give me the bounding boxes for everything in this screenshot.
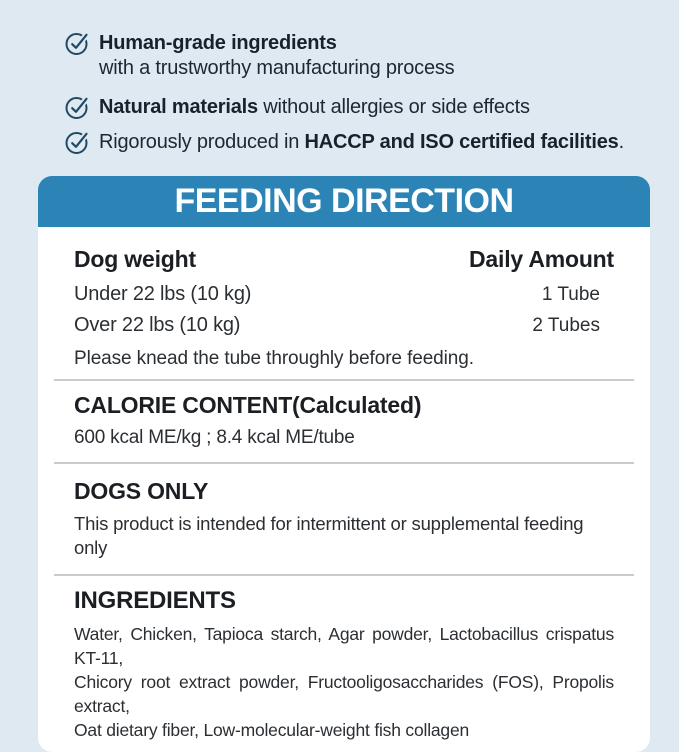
ingredients-line: Chicory root extract powder, Fructooligo… bbox=[74, 672, 614, 716]
dog-weight-value: Under 22 lbs (10 kg) bbox=[74, 283, 252, 305]
dog-weight-value: Over 22 lbs (10 kg) bbox=[74, 314, 241, 336]
card-title: FEEDING DIRECTION bbox=[174, 182, 514, 220]
daily-amount-value: 2 Tubes bbox=[532, 315, 600, 336]
benefit-regular-text: . bbox=[618, 131, 625, 153]
daily-amount-value: 1 Tube bbox=[541, 284, 600, 305]
benefit-regular-text: Rigorously produced in bbox=[99, 131, 305, 153]
benefit-item-certified: Rigorously produced in HACCP and ISO cer… bbox=[64, 130, 655, 156]
section-divider bbox=[54, 462, 634, 464]
benefit-bold-text: HACCP and ISO certified facilities bbox=[304, 131, 619, 153]
dogs-only-section: DOGS ONLY This product is intended for i… bbox=[38, 464, 650, 574]
benefit-text: Natural materials without allergies or s… bbox=[99, 95, 530, 120]
feeding-table-header-row: Dog weight Daily Amount bbox=[74, 245, 614, 273]
table-row: Under 22 lbs (10 kg) 1 Tube bbox=[74, 282, 614, 307]
calorie-heading: CALORIE CONTENT(Calculated) bbox=[74, 392, 422, 418]
card-header: FEEDING DIRECTION bbox=[38, 176, 650, 227]
benefit-text: Rigorously produced in HACCP and ISO cer… bbox=[99, 130, 624, 155]
calorie-content-section: CALORIE CONTENT(Calculated) 600 kcal ME/… bbox=[38, 381, 650, 462]
benefit-item-human-grade: Human-grade ingredients with a trustwort… bbox=[64, 31, 655, 81]
benefits-list: Human-grade ingredients with a trustwort… bbox=[0, 0, 679, 156]
column-header-daily-amount: Daily Amount bbox=[469, 246, 614, 272]
section-divider bbox=[54, 379, 634, 381]
check-circle-icon bbox=[64, 129, 91, 156]
feeding-direction-card: FEEDING DIRECTION Dog weight Daily Amoun… bbox=[38, 176, 650, 752]
dogs-only-text: This product is intended for intermitten… bbox=[74, 513, 584, 558]
ingredients-line: Oat dietary fiber, Low-molecular-weight … bbox=[74, 720, 470, 740]
check-circle-icon bbox=[64, 30, 91, 57]
ingredients-heading: INGREDIENTS bbox=[74, 587, 236, 614]
benefit-text: Human-grade ingredients with a trustwort… bbox=[99, 31, 455, 81]
ingredients-line: Water, Chicken, Tapioca starch, Agar pow… bbox=[74, 624, 614, 668]
table-row: Over 22 lbs (10 kg) 2 Tubes bbox=[74, 313, 614, 338]
benefit-item-natural-materials: Natural materials without allergies or s… bbox=[64, 95, 655, 121]
feeding-table-section: Dog weight Daily Amount Under 22 lbs (10… bbox=[38, 227, 650, 379]
benefit-line2: with a trustworthy manufacturing process bbox=[99, 57, 455, 79]
benefit-bold-text: Human-grade ingredients bbox=[99, 32, 337, 54]
benefit-bold-text: Natural materials bbox=[99, 96, 258, 118]
calorie-text: 600 kcal ME/kg ; 8.4 kcal ME/tube bbox=[74, 427, 355, 448]
ingredients-section: INGREDIENTS Water, Chicken, Tapioca star… bbox=[38, 576, 650, 752]
feeding-note: Please knead the tube throughly before f… bbox=[74, 348, 474, 369]
dogs-only-heading: DOGS ONLY bbox=[74, 478, 209, 504]
column-header-dog-weight: Dog weight bbox=[74, 246, 196, 272]
section-divider bbox=[54, 574, 634, 576]
check-circle-icon bbox=[64, 94, 91, 121]
benefit-regular-text: without allergies or side effects bbox=[257, 96, 530, 118]
